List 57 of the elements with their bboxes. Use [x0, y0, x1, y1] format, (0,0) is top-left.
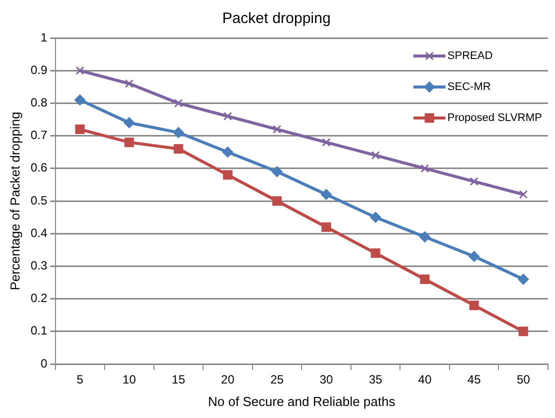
- point: [519, 190, 528, 199]
- chart-title: Packet dropping: [222, 10, 331, 28]
- point: [174, 144, 184, 154]
- x-tick-label: 35: [368, 372, 383, 387]
- x-axis-title: No of Secure and Reliable paths: [208, 394, 396, 409]
- point: [75, 124, 85, 134]
- y-tick-label: 0: [40, 356, 48, 370]
- y-tick-label: 0.6: [30, 160, 48, 175]
- x-tick-label: 20: [221, 372, 235, 387]
- point: [470, 177, 478, 186]
- x-tick-label: 10: [122, 372, 136, 387]
- point: [74, 94, 86, 106]
- point: [322, 138, 331, 147]
- point: [222, 170, 232, 180]
- y-tick-label: 0.1: [30, 324, 48, 338]
- point: [370, 212, 382, 223]
- point: [322, 222, 332, 232]
- x-tick-label: 15: [172, 372, 186, 387]
- point: [468, 250, 480, 262]
- y-tick-label: 0.3: [30, 258, 48, 273]
- point: [124, 117, 135, 128]
- point: [320, 188, 332, 200]
- x-tick-label: 25: [270, 372, 284, 387]
- legend-label: SEC-MR: [447, 81, 491, 94]
- point: [370, 248, 380, 258]
- point: [272, 166, 283, 178]
- point: [518, 274, 529, 285]
- y-tick-label: 0.8: [30, 96, 48, 110]
- x-tick-label: 50: [516, 372, 530, 387]
- x-tick-label: 5: [76, 372, 84, 387]
- point: [272, 124, 282, 134]
- legend-label: Proposed SLVRMP: [447, 112, 542, 124]
- y-tick-label: 0.5: [30, 193, 48, 208]
- y-tick-label: 0.7: [30, 128, 48, 142]
- point: [419, 231, 430, 242]
- point: [272, 196, 282, 206]
- point: [124, 79, 134, 88]
- point: [420, 274, 430, 284]
- point: [518, 326, 528, 336]
- x-tick-label: 45: [467, 372, 482, 387]
- y-tick-label: 0.4: [30, 226, 48, 240]
- point: [223, 112, 232, 121]
- y-axis-title: Percentage of Packet dropping: [7, 112, 22, 290]
- y-tick-label: 0.9: [30, 62, 48, 77]
- y-tick-label: 1: [40, 30, 48, 44]
- point: [174, 98, 183, 108]
- y-tick-label: 0.2: [30, 291, 48, 306]
- legend-label: SPREAD: [447, 50, 493, 62]
- point: [222, 146, 234, 158]
- point: [76, 66, 84, 75]
- x-tick-label: 30: [320, 372, 334, 387]
- point: [172, 127, 184, 138]
- point: [469, 300, 479, 310]
- point: [371, 151, 380, 160]
- x-tick-label: 40: [418, 372, 432, 387]
- point: [420, 164, 430, 173]
- point: [124, 138, 134, 148]
